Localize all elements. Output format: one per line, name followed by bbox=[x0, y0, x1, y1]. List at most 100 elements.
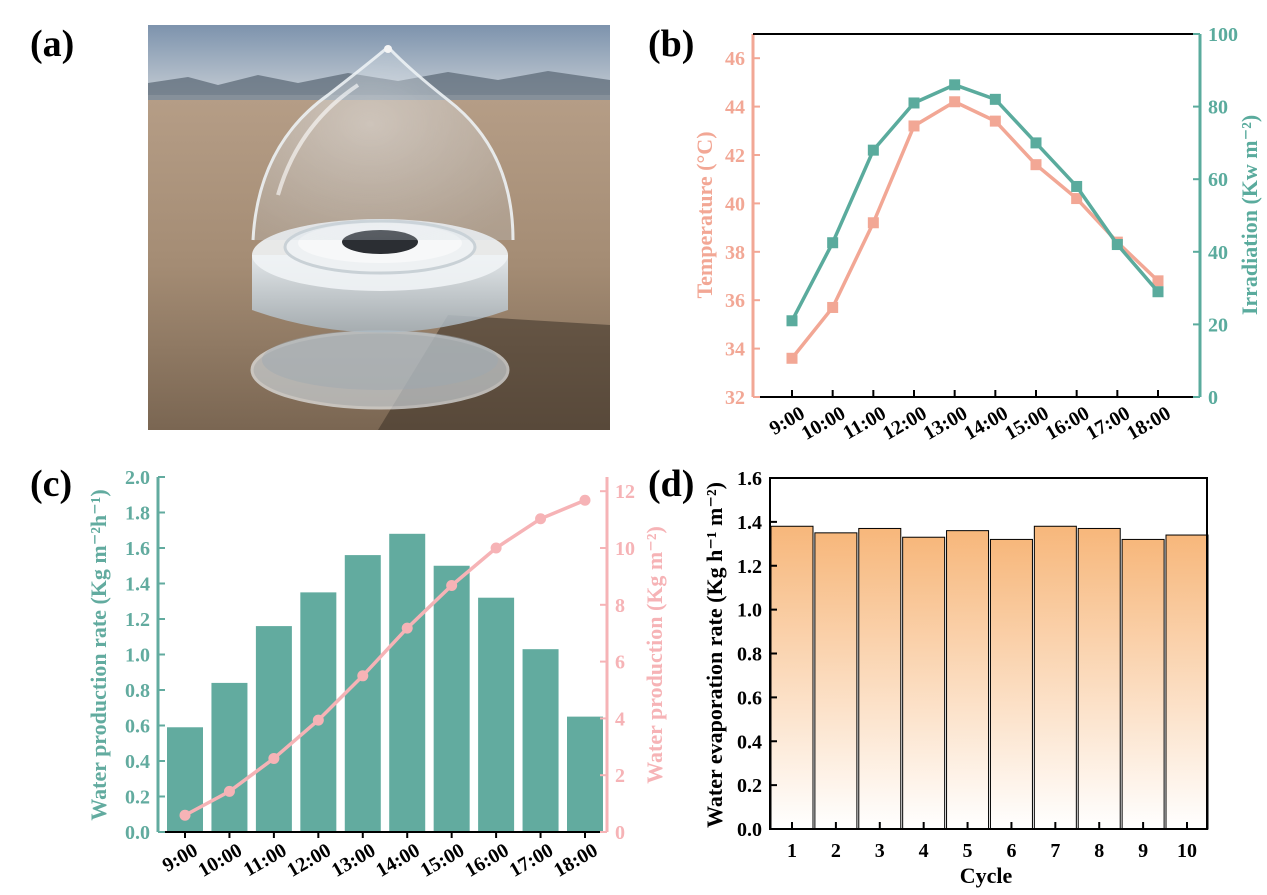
y-tick-label: 0.0 bbox=[737, 819, 762, 841]
production-rate-bar bbox=[255, 626, 292, 832]
x-tick-label: 18:00 bbox=[1123, 402, 1174, 444]
y2-tick-label: 2 bbox=[615, 765, 625, 787]
irradiation-point bbox=[1030, 137, 1042, 149]
chart-temperature-irradiation: 32343638404244460204060801009:0010:0011:… bbox=[692, 24, 1262, 445]
y-tick-label: 0.0 bbox=[125, 822, 150, 844]
chart-evaporation-cycles: 0.0 0.2 0.4 0.6 0.8 1.0 1.2 1.4 1.6 1 2 3 4 5 6 7 8 9 10 Cy… bbox=[702, 468, 1209, 888]
evaporation-rate-bar bbox=[1033, 525, 1077, 830]
x-tick-label: 2 bbox=[831, 840, 841, 862]
y2-tick-label: 60 bbox=[1208, 169, 1228, 191]
temperature-point bbox=[1030, 159, 1042, 171]
x-axis-label: Cycle bbox=[960, 863, 1013, 888]
x-tick-label: 6 bbox=[1006, 840, 1016, 862]
y-tick-label: 0.6 bbox=[737, 687, 762, 709]
x-tick-label: 9:00 bbox=[159, 839, 202, 876]
y-tick-label: 36 bbox=[725, 290, 745, 312]
production-rate-bar bbox=[389, 533, 426, 832]
y-axis-label: Water production rate (Kg m⁻²h⁻¹) bbox=[86, 489, 111, 820]
y-tick-label: 40 bbox=[725, 193, 745, 215]
evaporation-rate-bar bbox=[770, 525, 814, 830]
y2-tick-label: 12 bbox=[615, 481, 635, 503]
panel-label-d: (d) bbox=[648, 463, 695, 505]
y-axis-label: Water evaporation rate (Kg h⁻¹ m⁻²) bbox=[702, 482, 727, 828]
y-tick-label: 0.8 bbox=[737, 644, 762, 666]
y2-tick-label: 20 bbox=[1208, 314, 1228, 336]
chart-water-production: 0.0 0.2 0.4 0.6 0.8 1.0 1.2 1.4 1.6 1.8 2.0 0 2 4 6 8 10… bbox=[86, 467, 667, 882]
y-tick-label: 0.2 bbox=[737, 775, 762, 797]
cumulative-production-point bbox=[579, 494, 591, 506]
evaporation-rate-bar bbox=[1121, 538, 1165, 830]
y-tick-label: 38 bbox=[725, 242, 745, 264]
y2-axis-label: Irradiation (Kw m⁻²) bbox=[1237, 115, 1262, 315]
cumulative-production-line bbox=[184, 498, 586, 817]
y-tick-label: 34 bbox=[725, 339, 745, 361]
panel-label-a: (a) bbox=[30, 23, 75, 65]
y2-tick-label: 8 bbox=[615, 595, 625, 617]
x-tick-label: 8 bbox=[1094, 840, 1104, 862]
x-tick-label: 13:00 bbox=[328, 839, 379, 881]
y2-tick-label: 4 bbox=[615, 708, 625, 730]
temperature-point bbox=[908, 120, 920, 132]
y2-tick-label: 100 bbox=[1208, 24, 1238, 46]
panel-label-b: (b) bbox=[648, 23, 695, 65]
cumulative-production-point bbox=[179, 809, 191, 821]
temperature-point bbox=[786, 352, 798, 364]
irradiation-point bbox=[949, 79, 961, 91]
irradiation-point bbox=[1111, 239, 1123, 251]
evaporation-rate-bar bbox=[1165, 534, 1209, 830]
y-tick-label: 1.4 bbox=[125, 574, 150, 596]
irradiation-point bbox=[827, 237, 839, 249]
cumulative-production-point bbox=[535, 513, 547, 525]
x-tick-label: 18:00 bbox=[550, 839, 601, 881]
y-axis-label: Temperature (°C) bbox=[692, 131, 717, 298]
evaporation-rate-bar bbox=[858, 527, 902, 830]
y-tick-label: 46 bbox=[725, 48, 745, 70]
x-tick-label: 12:00 bbox=[283, 839, 334, 881]
y-tick-label: 32 bbox=[725, 387, 745, 409]
evaporation-rate-bar bbox=[1077, 527, 1121, 830]
temperature-point bbox=[867, 217, 879, 229]
irradiation-point bbox=[908, 97, 920, 109]
y-tick-label: 0.8 bbox=[125, 680, 150, 702]
x-tick-label: 10 bbox=[1177, 840, 1197, 862]
y2-tick-label: 0 bbox=[1208, 387, 1218, 409]
cumulative-production-point bbox=[357, 670, 369, 682]
irradiation-point bbox=[1071, 180, 1083, 192]
panel-label-c: (c) bbox=[30, 463, 73, 505]
production-rate-bar bbox=[567, 716, 603, 832]
cumulative-production-point bbox=[223, 785, 235, 797]
evaporation-rate-bar bbox=[946, 530, 990, 830]
y2-tick-label: 0 bbox=[615, 822, 625, 844]
y-tick-label: 0.2 bbox=[125, 787, 150, 809]
production-rate-bar bbox=[478, 597, 515, 832]
y2-tick-label: 40 bbox=[1208, 242, 1228, 264]
temperature-point bbox=[1152, 275, 1164, 287]
y2-tick-label: 6 bbox=[615, 652, 625, 674]
y-tick-label: 1.4 bbox=[737, 512, 762, 534]
x-tick-label: 5 bbox=[963, 840, 973, 862]
cumulative-production-point bbox=[490, 542, 502, 554]
evaporation-rate-bar bbox=[989, 538, 1033, 830]
production-rate-bar bbox=[211, 682, 248, 832]
y2-tick-label: 80 bbox=[1208, 97, 1228, 119]
y-tick-label: 2.0 bbox=[125, 467, 150, 489]
cumulative-production-point bbox=[401, 622, 413, 634]
y-tick-label: 1.8 bbox=[125, 503, 150, 525]
evaporation-rate-bar bbox=[902, 536, 946, 830]
x-tick-label: 14:00 bbox=[372, 839, 423, 881]
y-tick-label: 0.6 bbox=[125, 716, 150, 738]
production-rate-bar bbox=[344, 555, 381, 832]
x-tick-label: 1 bbox=[787, 840, 797, 862]
evaporation-rate-bar bbox=[814, 532, 858, 830]
device-photo bbox=[148, 25, 610, 430]
x-tick-label: 15:00 bbox=[417, 839, 468, 881]
y-tick-label: 1.6 bbox=[125, 538, 150, 560]
x-tick-label: 10:00 bbox=[195, 839, 246, 881]
y-tick-label: 0.4 bbox=[737, 731, 762, 753]
temperature-point bbox=[827, 301, 839, 313]
x-tick-label: 9 bbox=[1138, 840, 1148, 862]
temperature-point bbox=[1071, 193, 1083, 205]
device-photo-illustration bbox=[148, 25, 610, 430]
x-tick-label: 3 bbox=[875, 840, 885, 862]
x-tick-label: 16:00 bbox=[461, 839, 512, 881]
